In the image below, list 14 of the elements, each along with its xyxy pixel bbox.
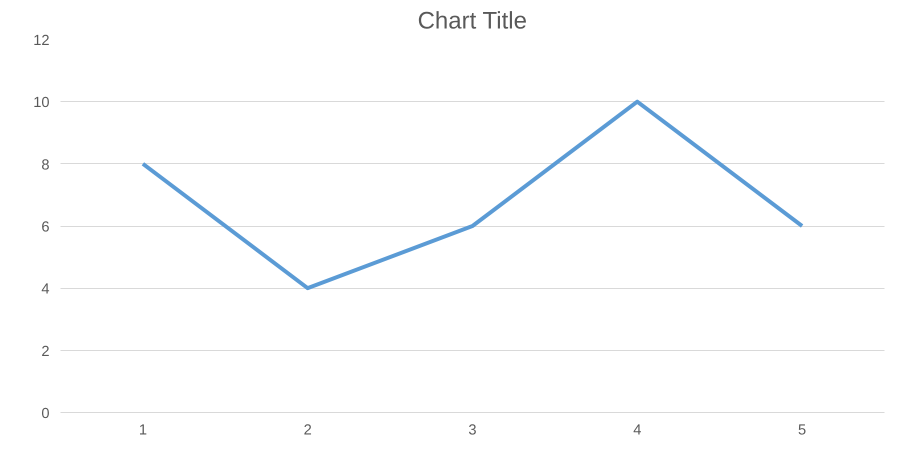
y-tick-label: 2 <box>41 344 50 360</box>
y-tick-label: 10 <box>33 95 50 112</box>
y-tick-label: 12 <box>33 33 50 49</box>
y-tick-label: 6 <box>41 220 50 236</box>
x-tick-label: 4 <box>633 422 642 438</box>
y-tick-label: 8 <box>41 157 50 174</box>
x-tick-label: 3 <box>468 422 477 438</box>
x-tick-label: 2 <box>304 422 312 438</box>
y-tick-label: 4 <box>41 282 50 298</box>
line-series <box>140 100 804 290</box>
y-tick-label: 0 <box>41 406 50 422</box>
chart-title: Chart Title <box>418 8 527 34</box>
x-tick-label: 1 <box>138 422 147 438</box>
x-tick-label: 5 <box>798 422 806 438</box>
